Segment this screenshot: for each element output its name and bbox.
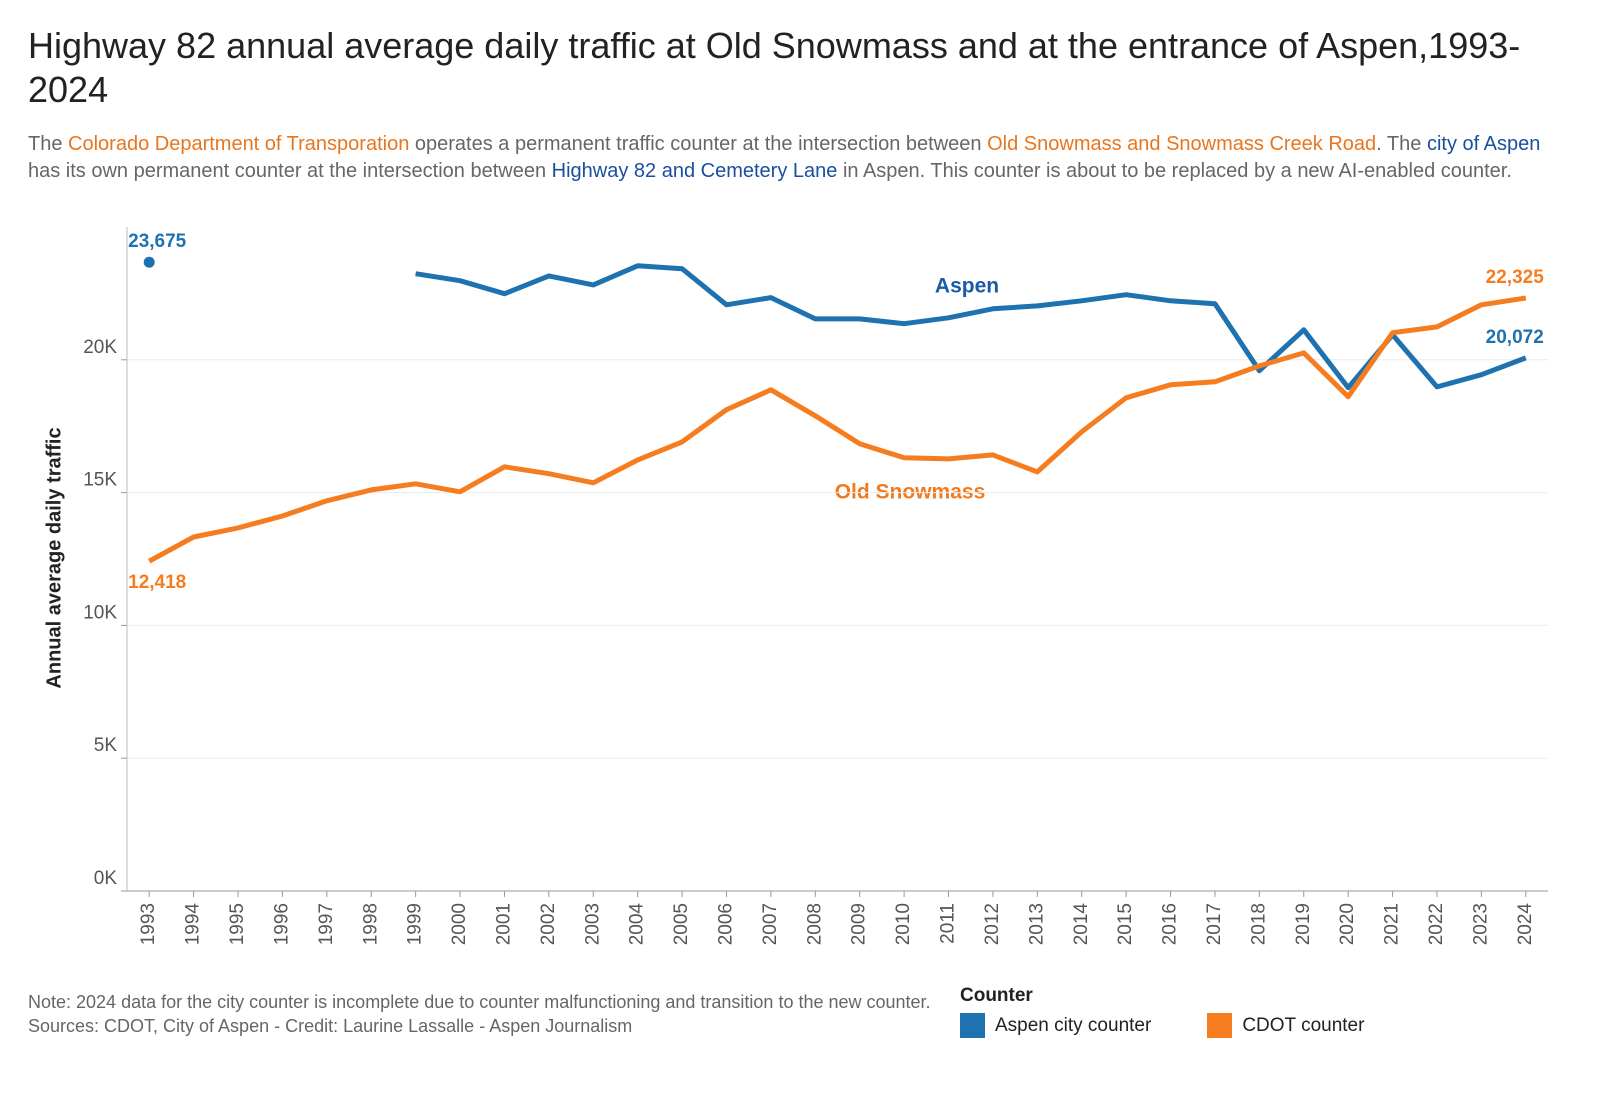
x-tick-label: 2006 [716, 903, 737, 945]
legend-swatch [1207, 1013, 1233, 1038]
subtitle-segment: Highway 82 and Cemetery Lane [551, 160, 838, 182]
subtitle-segment: in Aspen. This counter is about to be re… [837, 160, 1512, 182]
line-annotation: Old Snowmass [835, 481, 986, 504]
y-tick-label: 5K [94, 735, 118, 756]
legend-items: Aspen city counter CDOT counter [960, 1013, 1364, 1038]
x-tick-label: 2021 [1382, 903, 1403, 945]
data-label: 23,675 [128, 231, 187, 252]
x-tick-label: 2007 [760, 903, 781, 945]
legend-item: CDOT counter [1207, 1013, 1364, 1038]
line-annotation: Aspen [935, 275, 999, 298]
legend: Counter Aspen city counter CDOT counter [960, 985, 1364, 1038]
x-tick-label: 2009 [849, 903, 870, 945]
note: Note: 2024 data for the city counter is … [28, 992, 931, 1012]
x-tick-label: 2014 [1071, 903, 1092, 946]
legend-label: CDOT counter [1242, 1014, 1365, 1036]
x-tick-label: 1998 [360, 903, 381, 945]
x-tick-label: 1996 [271, 903, 292, 945]
legend-item: Aspen city counter [960, 1013, 1151, 1038]
y-axis-label: Annual average daily traffic [43, 427, 65, 688]
x-tick-label: 1993 [138, 903, 159, 945]
x-tick-label: 2016 [1160, 903, 1181, 945]
x-tick-label: 1999 [405, 903, 426, 945]
y-tick-label: 10K [83, 602, 117, 623]
note: Sources: CDOT, City of Aspen - Credit: L… [28, 1016, 633, 1036]
x-tick-label: 2022 [1426, 903, 1447, 945]
subtitle-segment: Old Snowmass and Snowmass Creek Road [987, 133, 1377, 155]
subtitle-segment: The [28, 133, 69, 155]
subtitle-segment: Colorado Department of Transporation [68, 133, 410, 155]
x-tick-label: 2010 [893, 903, 914, 945]
x-tick-label: 2012 [982, 903, 1003, 945]
line-series [415, 263, 1527, 391]
x-tick-label: 1994 [183, 903, 204, 946]
x-tick-label: 2013 [1026, 903, 1047, 945]
x-tick-label: 1997 [316, 903, 337, 945]
line-series [148, 295, 1527, 564]
y-tick-label: 15K [83, 470, 117, 491]
x-tick-label: 2004 [627, 903, 648, 946]
x-tick-label: 2020 [1337, 903, 1358, 945]
y-tick-label: 0K [94, 868, 118, 889]
x-tick-label: 2018 [1248, 903, 1269, 945]
x-tick-label: 2024 [1515, 903, 1536, 946]
x-tick-label: 2015 [1115, 903, 1136, 945]
subtitle-segment: has its own permanent counter at the int… [28, 160, 552, 182]
chart-subtitle: The Colorado Department of Transporation… [28, 131, 1558, 185]
x-tick-label: 2002 [538, 903, 559, 945]
subtitle-segment: operates a permanent traffic counter at … [409, 133, 988, 155]
subtitle-segment: . The [1376, 133, 1427, 155]
x-tick-label: 2001 [493, 903, 514, 945]
x-tick-label: 1995 [227, 903, 248, 945]
x-tick-label: 2000 [449, 903, 470, 945]
data-label: 12,418 [128, 572, 186, 593]
legend-swatch [960, 1013, 985, 1038]
chart-title: Highway 82 annual average daily traffic … [28, 25, 1521, 110]
legend-title: Counter [960, 985, 1033, 1006]
x-tick-label: 2003 [582, 903, 603, 945]
subtitle-segment: city of Aspen [1426, 133, 1541, 155]
notes: Note: 2024 data for the city counter is … [28, 990, 948, 1038]
line-point [143, 256, 155, 268]
x-tick-label: 2023 [1470, 903, 1491, 945]
y-tick-label: 20K [83, 337, 117, 358]
data-label: 22,325 [1486, 267, 1545, 288]
legend-label: Aspen city counter [995, 1014, 1152, 1036]
x-tick-label: 2008 [804, 903, 825, 945]
x-tick-label: 2005 [671, 903, 692, 945]
data-label: 20,072 [1486, 327, 1544, 348]
x-tick-label: 2011 [938, 903, 959, 944]
x-tick-label: 2017 [1204, 903, 1225, 945]
x-tick-label: 2019 [1293, 903, 1314, 945]
